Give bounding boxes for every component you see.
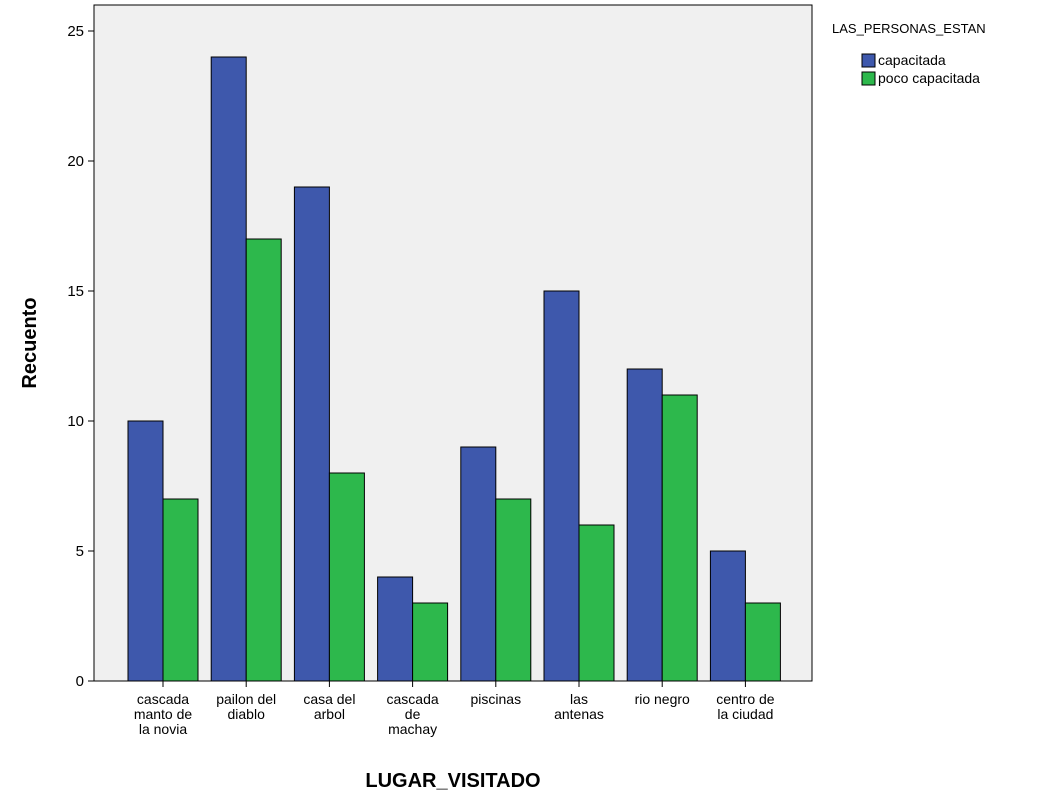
legend: LAS_PERSONAS_ESTAN capacitada poco capaci… (832, 21, 986, 86)
legend-swatch (861, 53, 876, 68)
bar-capacitada (127, 420, 164, 682)
bar-poco-capacitada (245, 238, 282, 682)
y-tick-label: 5 (76, 543, 84, 560)
bar-poco-capacitada (412, 602, 449, 682)
y-tick-label: 25 (67, 23, 84, 40)
y-axis-title: Recuento (19, 297, 41, 388)
bar-capacitada (709, 550, 746, 682)
bars (127, 56, 781, 682)
bar-capacitada (626, 368, 663, 682)
bar-poco-capacitada (744, 602, 781, 682)
bar-poco-capacitada (162, 498, 199, 682)
legend-title: LAS_PERSONAS_ESTAN (832, 21, 986, 36)
category-label: casa del arbol (303, 691, 355, 722)
bar-poco-capacitada (578, 524, 615, 682)
bar-poco-capacitada (495, 498, 532, 682)
category-label: cascada manto de la novia (134, 691, 193, 737)
legend-label: capacitada (878, 52, 946, 68)
x-axis-title: LUGAR_VISITADO (365, 770, 540, 792)
bar-poco-capacitada (328, 472, 365, 682)
y-tick-label: 10 (67, 413, 84, 430)
category-label: las antenas (554, 691, 604, 722)
category-label: cascada de machay (387, 691, 439, 737)
y-tick-label: 0 (76, 673, 84, 690)
y-tick-label: 20 (67, 153, 84, 170)
y-tick-label: 15 (67, 283, 84, 300)
legend-label: poco capacitada (878, 70, 980, 86)
category-label: rio negro (635, 691, 690, 707)
bar-poco-capacitada (661, 394, 698, 682)
bar-capacitada (210, 56, 247, 682)
bar-capacitada (293, 186, 330, 682)
y-axis: 0 5 10 15 20 25 (67, 23, 94, 690)
bar-capacitada (377, 576, 414, 682)
bar-capacitada (460, 446, 497, 682)
legend-swatch (861, 71, 876, 86)
category-label: pailon del diablo (216, 691, 276, 722)
x-axis: cascada manto de la novia pailon del diablo c… (134, 681, 775, 737)
bar-capacitada (543, 290, 580, 682)
category-label: centro de la ciudad (716, 691, 775, 722)
category-label: piscinas (471, 691, 522, 707)
plot-area (93, 4, 813, 682)
